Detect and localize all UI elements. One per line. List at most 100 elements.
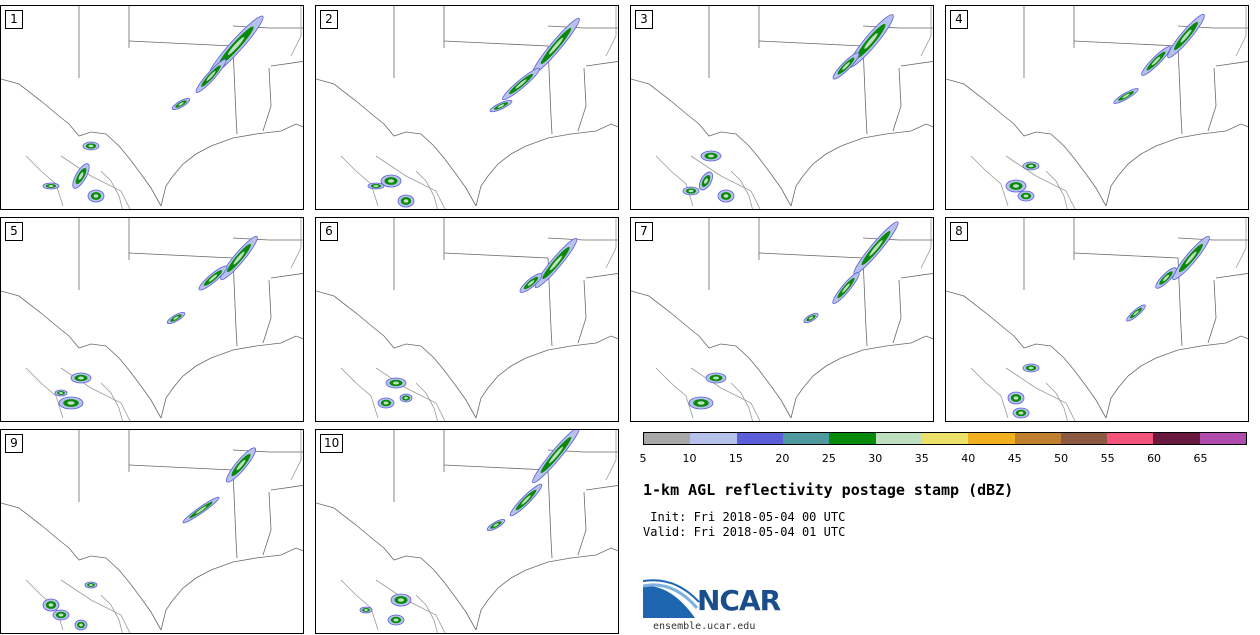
map-boundary-line (60, 579, 131, 633)
map-panel-3 (631, 6, 933, 209)
colorbar-segment-7 (968, 433, 1015, 444)
map-boundary-line (1, 502, 162, 631)
map-panel-2 (316, 6, 618, 209)
map-boundary-line (946, 290, 1107, 419)
colorbar-tick-25: 25 (821, 452, 836, 465)
reflectivity-echo (398, 598, 404, 602)
stamp-panel-8: 8 (945, 217, 1249, 422)
map-boundary-line (946, 78, 1107, 207)
map-boundary-line (970, 367, 1009, 419)
map-boundary-line (1005, 155, 1076, 209)
map-boundary-line (290, 218, 302, 269)
reflectivity-echo (515, 79, 527, 89)
map-panel-10 (316, 430, 618, 633)
map-boundary-line (730, 382, 753, 421)
colorbar-segment-5 (875, 433, 922, 444)
colorbar-segment-0 (644, 433, 691, 444)
map-boundary-line (758, 252, 868, 347)
map-boundary-line (340, 579, 379, 631)
map-boundary-line (862, 25, 933, 29)
map-boundary-line (316, 290, 477, 419)
map-boundary-line (585, 273, 618, 279)
reflectivity-echo (1023, 194, 1029, 198)
map-boundary-line (128, 40, 238, 135)
map-boundary-line (375, 155, 446, 209)
reflectivity-echo (93, 194, 99, 198)
colorbar-segment-3 (782, 433, 830, 444)
reflectivity-echo (383, 401, 389, 405)
map-boundary-line (25, 155, 64, 207)
reflectivity-echo (1185, 251, 1197, 265)
colorbar-tick-35: 35 (914, 452, 929, 465)
ncar-logo-text: NCAR (697, 584, 781, 617)
reflectivity-echo (1162, 274, 1170, 282)
map-boundary-line (1005, 367, 1076, 421)
map-boundary-line (631, 290, 792, 419)
reflectivity-echo (869, 240, 883, 256)
map-boundary-line (160, 123, 303, 207)
reflectivity-echo (364, 609, 368, 611)
map-boundary-line (547, 25, 618, 29)
reflectivity-echo (67, 401, 75, 405)
map-boundary-line (443, 252, 553, 347)
map-boundary-line (758, 40, 868, 135)
reflectivity-echo (88, 144, 94, 148)
map-boundary-line (605, 6, 617, 57)
map-boundary-line (1045, 170, 1068, 209)
reflectivity-echo (708, 154, 714, 158)
reflectivity-echo (842, 62, 850, 70)
map-boundary-line (1235, 6, 1247, 57)
reflectivity-echo (497, 104, 505, 108)
map-boundary-line (1105, 335, 1248, 419)
map-boundary-line (128, 252, 238, 347)
reflectivity-echo (208, 274, 218, 282)
map-boundary-line (920, 6, 932, 57)
map-boundary-line (547, 237, 618, 241)
colorbar-segment-8 (1014, 433, 1061, 444)
ensemble-site-url: ensemble.ucar.edu (653, 621, 756, 632)
map-boundary-line (415, 382, 438, 421)
colorbar-segment-11 (1153, 433, 1200, 444)
map-boundary-line (415, 594, 438, 633)
reflectivity-echo (842, 283, 850, 293)
map-boundary-line (375, 579, 446, 633)
map-boundary-line (605, 430, 617, 481)
map-boundary-line (1215, 273, 1248, 279)
map-boundary-line (631, 78, 792, 207)
map-boundary-line (100, 594, 123, 633)
reflectivity-echo (1180, 29, 1192, 43)
stamp-panel-4: 4 (945, 5, 1249, 210)
map-boundary-line (1073, 40, 1183, 135)
map-boundary-line (1045, 382, 1068, 421)
map-panel-8 (946, 218, 1248, 421)
reflectivity-echo (48, 603, 54, 607)
map-boundary-line (232, 25, 303, 29)
reflectivity-echo (195, 506, 207, 514)
map-boundary-line (160, 335, 303, 419)
map-panel-9 (1, 430, 303, 633)
map-boundary-line (475, 547, 618, 631)
reflectivity-colorbar (643, 432, 1247, 445)
stamp-panel-2: 2 (315, 5, 619, 210)
reflectivity-echo (688, 189, 694, 193)
colorbar-segment-4 (829, 433, 876, 444)
reflectivity-echo (493, 523, 499, 527)
plot-title: 1-km AGL reflectivity postage stamp (dBZ… (643, 481, 1014, 499)
reflectivity-echo (1028, 366, 1034, 370)
map-panel-6 (316, 218, 618, 421)
map-boundary-line (262, 279, 272, 344)
colorbar-tick-5: 5 (639, 452, 647, 465)
reflectivity-echo (704, 178, 708, 184)
reflectivity-echo (548, 446, 564, 464)
map-boundary-line (160, 547, 303, 631)
map-boundary-line (262, 491, 272, 556)
map-boundary-line (100, 170, 123, 209)
reflectivity-echo (236, 459, 246, 471)
panel-number-label: 6 (320, 222, 338, 241)
reflectivity-echo (48, 185, 54, 187)
map-boundary-line (270, 485, 303, 491)
colorbar-tick-60: 60 (1147, 452, 1162, 465)
reflectivity-echo (79, 623, 83, 627)
map-boundary-line (655, 367, 694, 419)
panel-number-label: 4 (950, 10, 968, 29)
